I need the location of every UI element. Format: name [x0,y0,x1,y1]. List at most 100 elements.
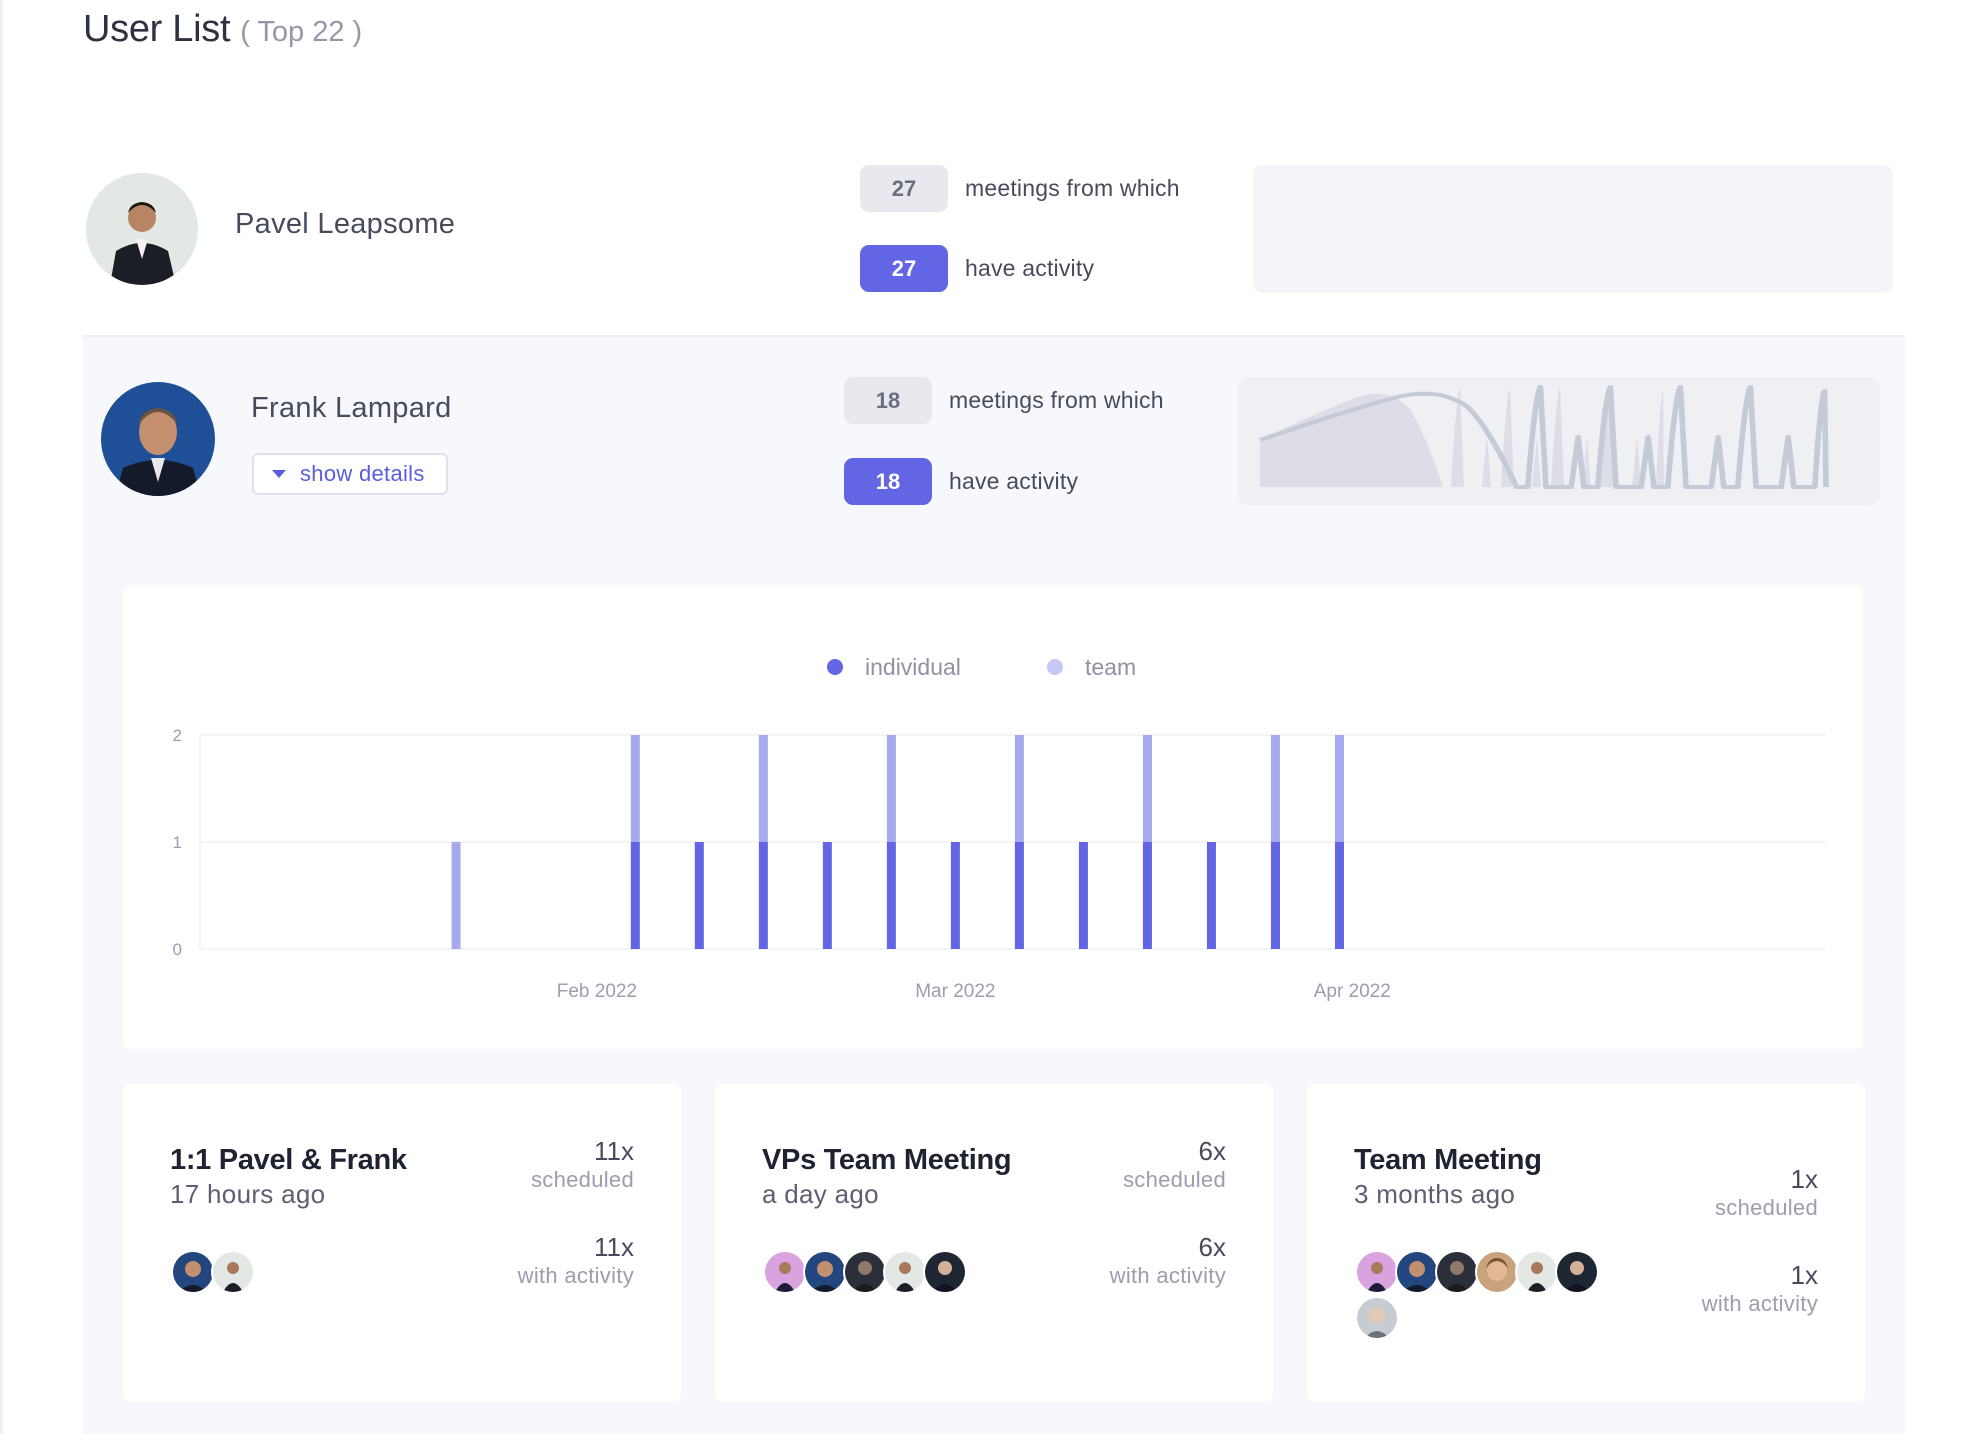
participant-avatar[interactable] [923,1250,967,1294]
y-tick-label: 2 [173,726,182,745]
bar-team [1142,735,1152,842]
scheduled-stat: 6x scheduled [1123,1136,1226,1194]
bar-team [1334,735,1344,842]
meetings-count-badge: 27 [860,165,948,212]
bar-individual [1270,842,1280,949]
bar-individual [630,842,640,949]
bar-individual [1334,842,1344,949]
bar-individual [1078,842,1088,949]
bar-team [886,735,896,842]
meetings-label: meetings from which [949,387,1164,413]
meeting-card-team[interactable]: Team Meeting 3 months ago 1x scheduled 1… [1307,1084,1865,1402]
scheduled-count: 6x [1198,1136,1226,1166]
meeting-card-1on1[interactable]: 1:1 Pavel & Frank 17 hours ago 11x sched… [123,1084,681,1402]
participant-avatar[interactable] [803,1250,847,1294]
participant-avatar[interactable] [171,1250,215,1294]
user-row-frank[interactable]: Frank Lampard show details 18 meetings f… [83,337,1905,547]
show-details-label: show details [300,461,425,486]
meeting-time: a day ago [762,1179,879,1209]
meeting-time: 17 hours ago [170,1179,326,1209]
y-tick-label: 0 [173,940,182,959]
activity-count: 6x [1198,1232,1226,1262]
details-panel: 0 1 2 Feb 2022 Mar 2022 Apr 2022 individual tea… [83,547,1905,1434]
window-edge [0,0,3,1434]
participant-avatar[interactable] [763,1250,807,1294]
bar-team [758,735,768,842]
legend-dot-team [1047,659,1063,675]
participant-avatar[interactable] [883,1250,927,1294]
scheduled-stat: 11x scheduled [531,1136,634,1194]
bar-team [1014,735,1024,842]
activity-count-badge: 18 [844,458,932,505]
scheduled-label: scheduled [1123,1167,1226,1192]
user-name[interactable]: Frank Lampard [251,392,452,424]
activity-stat: 6x with activity [1110,1232,1226,1290]
activity-sparkline [1253,165,1893,293]
y-tick-label: 1 [173,833,182,852]
participant-avatar[interactable] [1555,1250,1599,1294]
x-tick-label: Mar 2022 [915,981,995,1002]
meetings-label: meetings from which [965,175,1180,201]
user-name[interactable]: Pavel Leapsome [235,208,456,240]
participant-avatar[interactable] [1395,1250,1439,1294]
legend-dot-individual [827,659,843,675]
activity-count: 11x [594,1232,634,1262]
bar-individual [758,842,768,949]
page-subtitle: ( Top 22 ) [240,16,363,48]
activity-label: with activity [1701,1291,1818,1316]
activity-count: 1x [1790,1260,1818,1290]
page-title: User List [83,8,231,50]
activity-bar-chart: 0 1 2 Feb 2022 Mar 2022 Apr 2022 individual tea… [173,654,1826,1002]
participant-avatar[interactable] [1435,1250,1479,1294]
scheduled-label: scheduled [1715,1195,1818,1220]
meeting-time: 3 months ago [1354,1179,1516,1209]
user-row-pavel[interactable]: Pavel Leapsome 27 meetings from which 27… [83,155,1905,337]
participant-avatar[interactable] [1515,1250,1559,1294]
bar-team [451,842,461,949]
bar-individual [822,842,832,949]
meeting-title[interactable]: Team Meeting [1354,1144,1542,1176]
activity-chart-card: 0 1 2 Feb 2022 Mar 2022 Apr 2022 individual tea… [123,585,1863,1049]
meeting-title[interactable]: VPs Team Meeting [762,1144,1012,1176]
participant-avatar[interactable] [1355,1296,1399,1340]
x-tick-label: Feb 2022 [557,981,637,1002]
activity-sparkline [1238,377,1880,505]
participant-avatar[interactable] [843,1250,887,1294]
bar-individual [886,842,896,949]
meetings-count-badge: 18 [844,377,932,424]
participant-avatars [763,1250,1033,1294]
legend-label-individual: individual [865,654,961,680]
bar-individual [1142,842,1152,949]
scheduled-stat: 1x scheduled [1715,1164,1818,1222]
activity-label: with activity [1109,1263,1226,1288]
participant-avatar[interactable] [1475,1250,1519,1294]
scheduled-count: 11x [594,1136,634,1166]
meeting-title[interactable]: 1:1 Pavel & Frank [170,1144,407,1176]
bar-individual [694,842,704,949]
meeting-card-vps-team[interactable]: VPs Team Meeting a day ago 6x scheduled … [715,1084,1273,1402]
activity-label: with activity [517,1263,634,1288]
page-header: User List ( Top 22 ) [83,8,362,51]
activity-count-badge: 27 [860,245,948,292]
bar-individual [1014,842,1024,949]
show-details-button[interactable]: show details [252,453,448,495]
avatar [101,382,215,496]
participant-avatar[interactable] [211,1250,255,1294]
activity-stat: 11x with activity [518,1232,634,1290]
caret-down-icon [272,470,286,478]
activity-label: have activity [949,468,1079,494]
activity-label: have activity [965,255,1095,281]
x-tick-label: Apr 2022 [1314,981,1391,1002]
scheduled-label: scheduled [531,1167,634,1192]
participant-avatar[interactable] [1355,1250,1399,1294]
legend-label-team: team [1085,654,1136,680]
bar-team [630,735,640,842]
bar-team [1270,735,1280,842]
scheduled-count: 1x [1790,1164,1818,1194]
bar-individual [950,842,960,949]
avatar [86,173,198,285]
participant-avatars [171,1250,441,1294]
activity-stat: 1x with activity [1702,1260,1818,1318]
bar-individual [1206,842,1216,949]
participant-avatars [1355,1250,1623,1340]
